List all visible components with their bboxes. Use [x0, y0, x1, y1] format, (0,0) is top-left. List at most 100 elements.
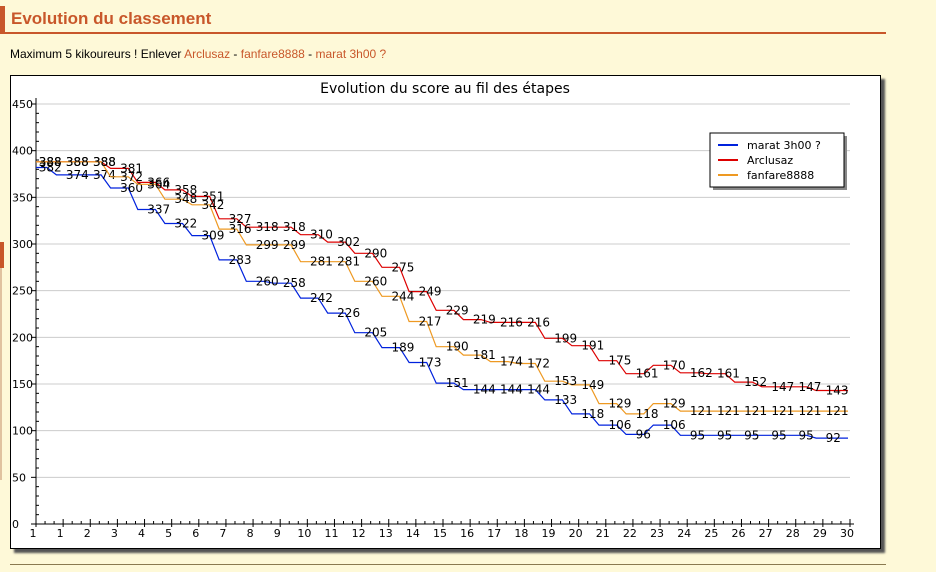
data-label: 95 — [717, 428, 732, 442]
data-label: 95 — [690, 428, 705, 442]
data-label: 175 — [609, 354, 632, 368]
data-label: 106 — [663, 418, 686, 432]
data-label: 372 — [120, 170, 143, 184]
data-label: 342 — [202, 198, 225, 212]
legend-label: Arclusaz — [747, 154, 793, 167]
data-label: 318 — [256, 220, 279, 234]
x-tick-label: 24 — [677, 527, 691, 540]
data-label: 181 — [473, 348, 496, 362]
sidebar-accent — [0, 242, 4, 268]
y-tick-label: 100 — [12, 425, 33, 438]
data-label: 327 — [229, 212, 252, 226]
y-tick-label: 150 — [12, 378, 33, 391]
data-label: 351 — [202, 189, 225, 203]
data-label: 92 — [826, 431, 841, 445]
data-label: 153 — [554, 374, 577, 388]
data-label: 381 — [120, 161, 143, 175]
data-label: 216 — [500, 315, 523, 329]
data-label: 199 — [554, 331, 577, 345]
data-label: 244 — [391, 289, 414, 303]
data-label: 364 — [147, 177, 170, 191]
data-label: 174 — [500, 355, 523, 369]
y-tick-label: 0 — [12, 518, 19, 531]
y-tick-label: 300 — [12, 238, 33, 251]
data-label: 283 — [229, 253, 252, 267]
data-label: 316 — [229, 222, 252, 236]
data-label: 121 — [798, 404, 821, 418]
data-label: 388 — [66, 155, 89, 169]
x-tick-label: 1 — [57, 527, 64, 540]
x-tick-label: 17 — [487, 527, 501, 540]
x-tick-label: 29 — [813, 527, 827, 540]
data-label: 299 — [283, 238, 306, 252]
x-tick-label: 27 — [759, 527, 773, 540]
data-label: 170 — [663, 358, 686, 372]
data-label: 106 — [609, 418, 632, 432]
data-label: 358 — [174, 183, 197, 197]
data-label: 121 — [744, 404, 767, 418]
data-label: 121 — [826, 404, 849, 418]
y-tick-label: 250 — [12, 285, 33, 298]
data-label: 388 — [93, 155, 116, 169]
x-tick-label: 8 — [247, 527, 254, 540]
x-tick-label: 1 — [30, 527, 37, 540]
data-label: 249 — [419, 285, 442, 299]
data-label: 310 — [310, 228, 333, 242]
x-tick-label: 20 — [569, 527, 583, 540]
link-separator: - — [304, 47, 316, 61]
data-label: 147 — [771, 380, 794, 394]
data-label: 121 — [690, 404, 713, 418]
x-tick-label: 7 — [219, 527, 226, 540]
data-label: 226 — [337, 306, 360, 320]
section-title: Evolution du classement — [0, 6, 886, 34]
x-tick-label: 4 — [138, 527, 145, 540]
data-label: 118 — [581, 407, 604, 421]
x-tick-label: 15 — [433, 527, 447, 540]
data-label: 151 — [446, 376, 469, 390]
x-tick-label: 2 — [84, 527, 91, 540]
y-tick-label: 50 — [12, 471, 26, 484]
series-line-0 — [36, 166, 848, 439]
data-label: 96 — [636, 427, 651, 441]
data-label: 290 — [364, 246, 387, 260]
y-tick-label: 400 — [12, 145, 33, 158]
data-label: 382 — [39, 160, 62, 174]
data-label: 121 — [771, 404, 794, 418]
remove-arclusaz-link[interactable]: Arclusaz — [184, 47, 231, 61]
data-label: 162 — [690, 366, 713, 380]
data-label: 275 — [391, 260, 414, 274]
data-label: 143 — [826, 384, 849, 398]
remove-fanfare8888-link[interactable]: fanfare8888 — [240, 47, 305, 61]
data-label: 388 — [39, 155, 62, 169]
data-label: 191 — [581, 339, 604, 353]
data-label: 281 — [337, 255, 360, 269]
x-tick-label: 30 — [840, 527, 854, 540]
data-label: 318 — [283, 220, 306, 234]
score-chart: Evolution du score au fil des étapes 0 50 1… — [10, 75, 881, 549]
x-tick-label: 9 — [274, 527, 281, 540]
data-label: 242 — [310, 291, 333, 305]
data-label: 161 — [717, 367, 740, 381]
y-tick-label: 450 — [12, 98, 33, 111]
remove-marat-link[interactable]: marat 3h00 ? — [315, 47, 387, 61]
data-label: 374 — [93, 168, 116, 182]
data-label: 216 — [527, 315, 550, 329]
x-tick-label: 10 — [297, 527, 311, 540]
sidebar-border — [0, 268, 2, 480]
data-label: 152 — [744, 375, 767, 389]
x-tick-label: 18 — [514, 527, 528, 540]
data-label: 205 — [364, 326, 387, 340]
data-label: 190 — [446, 340, 469, 354]
y-tick-label: 350 — [12, 191, 33, 204]
comparison-info: Maximum 5 kikoureurs ! Enlever Arclusaz … — [10, 47, 386, 61]
data-label: 172 — [527, 356, 550, 370]
data-label: 322 — [174, 216, 197, 230]
x-tick-label: 28 — [786, 527, 800, 540]
data-label: 161 — [636, 367, 659, 381]
x-tick-label: 19 — [542, 527, 556, 540]
x-tick-label: 25 — [704, 527, 718, 540]
data-label: 302 — [337, 235, 360, 249]
legend-label: marat 3h00 ? — [747, 139, 821, 152]
series-line-1 — [36, 161, 848, 392]
data-label: 149 — [581, 378, 604, 392]
